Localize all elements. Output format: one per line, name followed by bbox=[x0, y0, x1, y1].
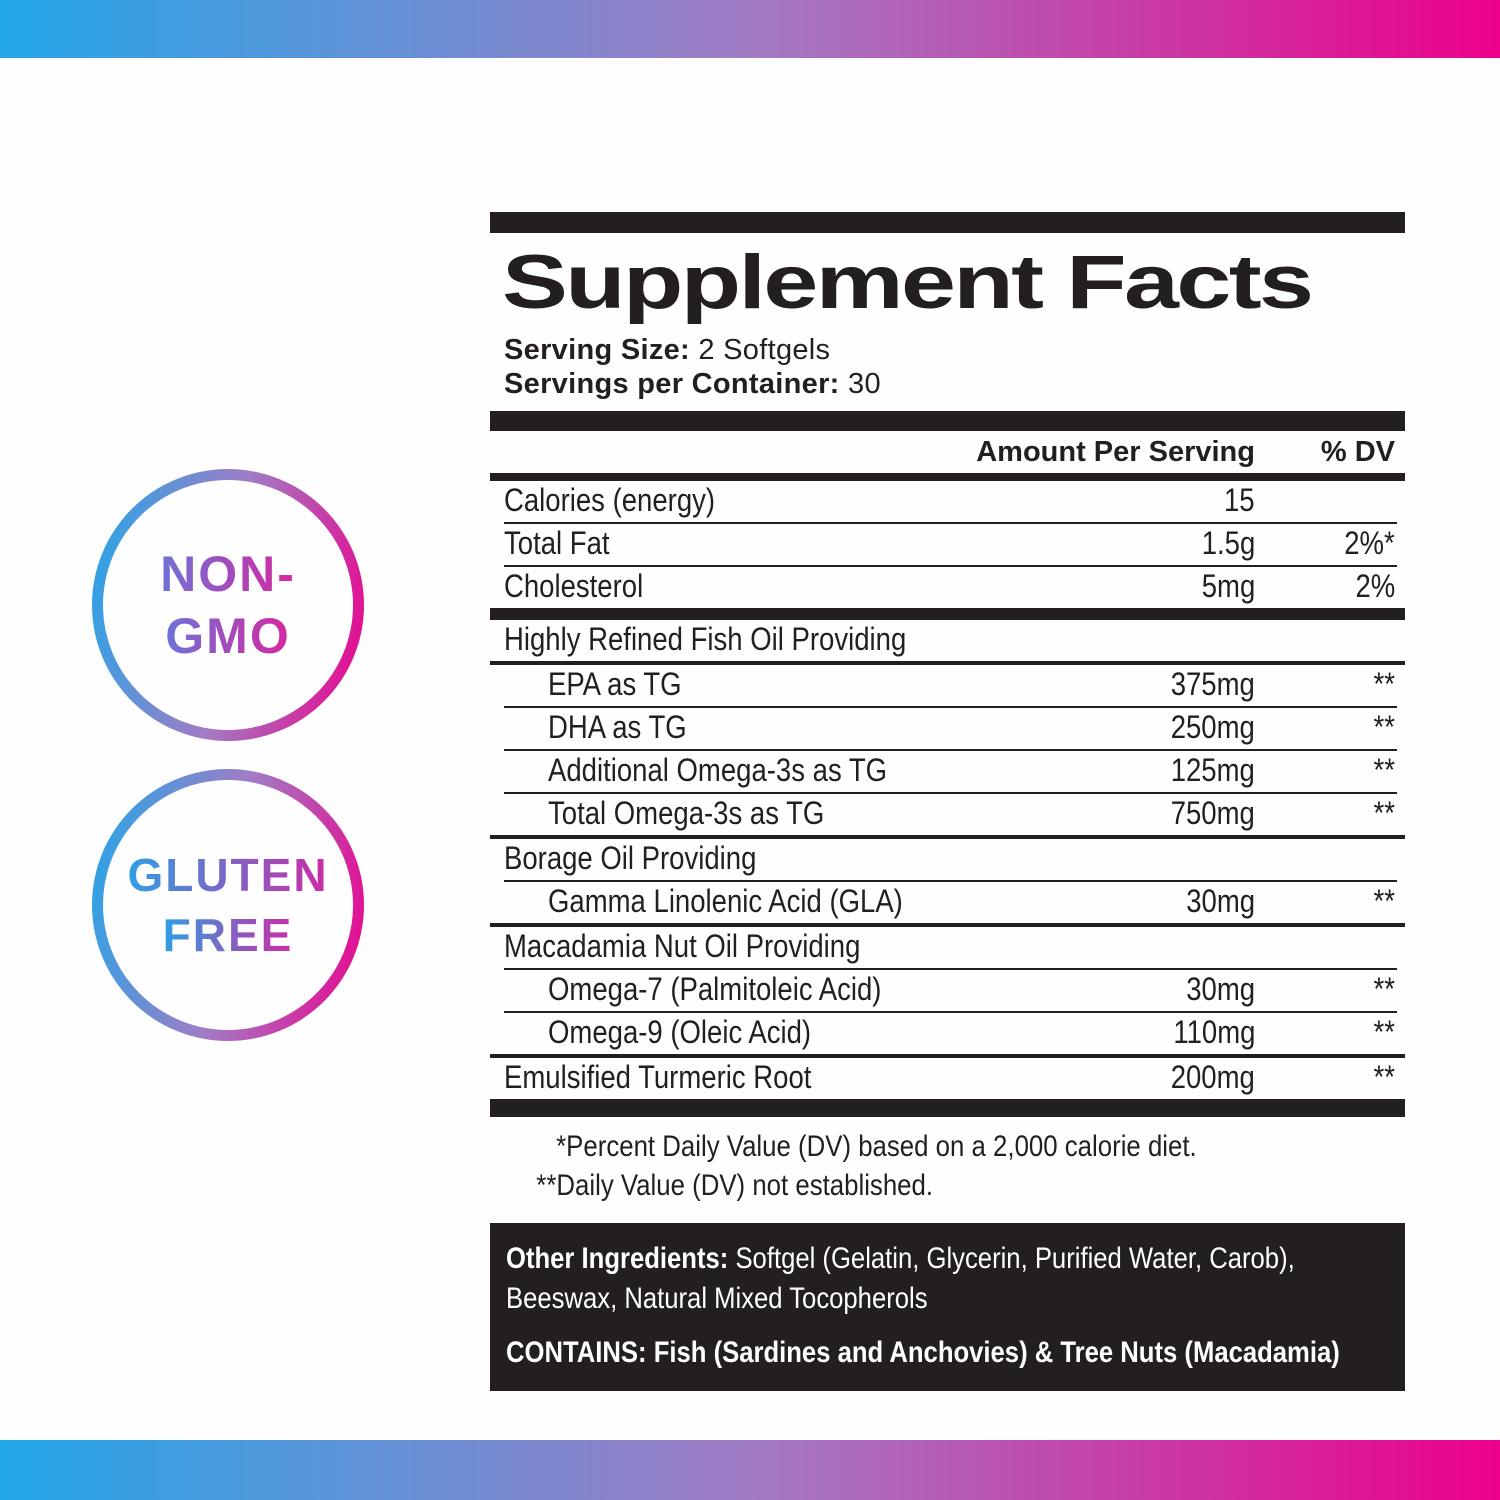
non-gmo-badge: NON- GMO bbox=[92, 469, 364, 741]
row-amount: 200mg bbox=[1170, 1059, 1255, 1095]
row-nutrient-name: Emulsified Turmeric Root bbox=[504, 1059, 812, 1095]
row-dv: ** bbox=[1373, 709, 1395, 745]
row-amount: 250mg bbox=[1170, 709, 1255, 745]
non-gmo-badge-text: NON- GMO bbox=[92, 469, 364, 741]
bottom-gradient-bar bbox=[0, 1440, 1500, 1500]
supplement-facts-panel: Supplement Facts Serving Size: 2 Softgel… bbox=[490, 212, 1405, 1391]
footnote-not-established: **Daily Value (DV) not established. bbox=[536, 1169, 934, 1202]
serving-info: Serving Size: 2 Softgels Servings per Co… bbox=[490, 333, 1405, 411]
badge-line: NON- bbox=[160, 543, 296, 605]
row-dv bbox=[1255, 840, 1395, 877]
row-nutrient-name: Calories (energy) bbox=[504, 482, 716, 518]
serving-size-line: Serving Size: 2 Softgels bbox=[504, 333, 1405, 367]
row-amount: 750mg bbox=[1170, 795, 1255, 831]
servings-per-container-value: 30 bbox=[848, 368, 881, 400]
row-nutrient-name: Borage Oil Providing bbox=[504, 840, 757, 876]
row-amount: 30mg bbox=[1186, 883, 1255, 919]
row-dv: ** bbox=[1373, 666, 1395, 702]
table-row: Cholesterol 5mg 2% bbox=[490, 567, 1405, 608]
servings-per-container-line: Servings per Container: 30 bbox=[504, 367, 1405, 401]
row-dv: ** bbox=[1373, 795, 1395, 831]
row-amount: 375mg bbox=[1170, 666, 1255, 702]
row-nutrient-name: Macadamia Nut Oil Providing bbox=[504, 928, 861, 964]
row-amount: 30mg bbox=[1186, 971, 1255, 1007]
table-row: Omega-7 (Palmitoleic Acid) 30mg ** bbox=[490, 970, 1405, 1011]
top-gradient-bar bbox=[0, 0, 1500, 58]
table-row: Additional Omega-3s as TG 125mg ** bbox=[490, 751, 1405, 792]
servings-per-container-label: Servings per Container: bbox=[504, 368, 840, 400]
other-ingredients-label: Other Ingredients: bbox=[506, 1242, 729, 1275]
table-row: Gamma Linolenic Acid (GLA) 30mg ** bbox=[490, 882, 1405, 923]
contains-line: CONTAINS: Fish (Sardines and Anchovies) … bbox=[506, 1336, 1340, 1369]
panel-top-rule bbox=[490, 212, 1405, 233]
row-dv bbox=[1255, 928, 1395, 965]
row-nutrient-name: Omega-9 (Oleic Acid) bbox=[548, 1014, 812, 1050]
table-row: Total Fat 1.5g 2%* bbox=[490, 524, 1405, 565]
row-dv bbox=[1255, 482, 1395, 519]
row-amount: 15 bbox=[1224, 482, 1255, 518]
other-ingredients-line: Other Ingredients: Softgel (Gelatin, Gly… bbox=[506, 1239, 1387, 1319]
other-ingredients-box: Other Ingredients: Softgel (Gelatin, Gly… bbox=[490, 1223, 1405, 1391]
thick-rule bbox=[490, 411, 1405, 431]
row-amount: 125mg bbox=[1170, 752, 1255, 788]
row-dv: ** bbox=[1373, 1014, 1395, 1050]
panel-title-text: Supplement Facts bbox=[502, 240, 1314, 325]
table-row: Borage Oil Providing bbox=[490, 839, 1405, 880]
serving-size-value: 2 Softgels bbox=[698, 334, 831, 366]
row-amount: 1.5g bbox=[1201, 525, 1255, 561]
badge-line: GMO bbox=[165, 605, 290, 667]
row-nutrient-name: DHA as TG bbox=[548, 709, 687, 745]
table-row: Macadamia Nut Oil Providing bbox=[490, 927, 1405, 968]
gluten-free-badge-text: GLUTEN FREE bbox=[92, 769, 364, 1041]
row-nutrient-name: Gamma Linolenic Acid (GLA) bbox=[548, 883, 903, 919]
row-dv: ** bbox=[1373, 1059, 1395, 1095]
row-amount bbox=[1075, 840, 1255, 877]
row-nutrient-name: Additional Omega-3s as TG bbox=[548, 752, 888, 788]
row-dv: 2%* bbox=[1344, 525, 1395, 561]
badge-line: FREE bbox=[163, 905, 294, 965]
row-dv: ** bbox=[1373, 752, 1395, 788]
row-dv: ** bbox=[1373, 971, 1395, 1007]
serving-size-label: Serving Size: bbox=[504, 334, 691, 366]
gluten-free-badge: GLUTEN FREE bbox=[92, 769, 364, 1041]
footnotes: *Percent Daily Value (DV) based on a 2,0… bbox=[490, 1117, 1405, 1211]
row-amount: 5mg bbox=[1201, 568, 1255, 604]
row-amount: 110mg bbox=[1172, 1014, 1255, 1050]
row-nutrient-name: Cholesterol bbox=[504, 568, 644, 604]
thick-rule-bottom bbox=[490, 1099, 1405, 1117]
footnote-dv: *Percent Daily Value (DV) based on a 2,0… bbox=[556, 1130, 1197, 1163]
dv-column-header: % DV bbox=[1320, 436, 1395, 468]
amount-column-header: Amount Per Serving bbox=[976, 436, 1255, 468]
row-nutrient-name: Total Omega-3s as TG bbox=[548, 795, 825, 831]
row-nutrient-name: Total Fat bbox=[504, 525, 610, 561]
row-nutrient-name: Omega-7 (Palmitoleic Acid) bbox=[548, 971, 882, 1007]
other-ingredients-content: Other Ingredients: Softgel (Gelatin, Gly… bbox=[506, 1239, 1387, 1373]
panel-title: Supplement Facts bbox=[490, 233, 1405, 333]
row-dv: ** bbox=[1373, 883, 1395, 919]
row-amount bbox=[1075, 621, 1255, 658]
table-row: EPA as TG 375mg ** bbox=[490, 665, 1405, 706]
badge-line: GLUTEN bbox=[127, 845, 328, 905]
table-row: Total Omega-3s as TG 750mg ** bbox=[490, 794, 1405, 835]
table-row: Emulsified Turmeric Root 200mg ** bbox=[490, 1058, 1405, 1099]
other-ingredients-text: Softgel (Gelatin, Glycerin, Purified Wat… bbox=[506, 1242, 1295, 1315]
nutrition-rows: Calories (energy) 15 Total Fat 1.5g 2%* … bbox=[490, 481, 1405, 1099]
row-dv bbox=[1255, 621, 1395, 658]
row-nutrient-name: Highly Refined Fish Oil Providing bbox=[504, 621, 907, 657]
table-row: Highly Refined Fish Oil Providing bbox=[490, 620, 1405, 661]
table-row: Calories (energy) 15 bbox=[490, 481, 1405, 522]
table-header-row: Amount Per Serving % DV bbox=[490, 431, 1405, 473]
row-amount bbox=[1075, 928, 1255, 965]
header-rule bbox=[490, 473, 1405, 481]
row-nutrient-name: EPA as TG bbox=[548, 666, 682, 702]
table-row: Omega-9 (Oleic Acid) 110mg ** bbox=[490, 1013, 1405, 1054]
row-dv: 2% bbox=[1355, 568, 1395, 604]
table-row: DHA as TG 250mg ** bbox=[490, 708, 1405, 749]
